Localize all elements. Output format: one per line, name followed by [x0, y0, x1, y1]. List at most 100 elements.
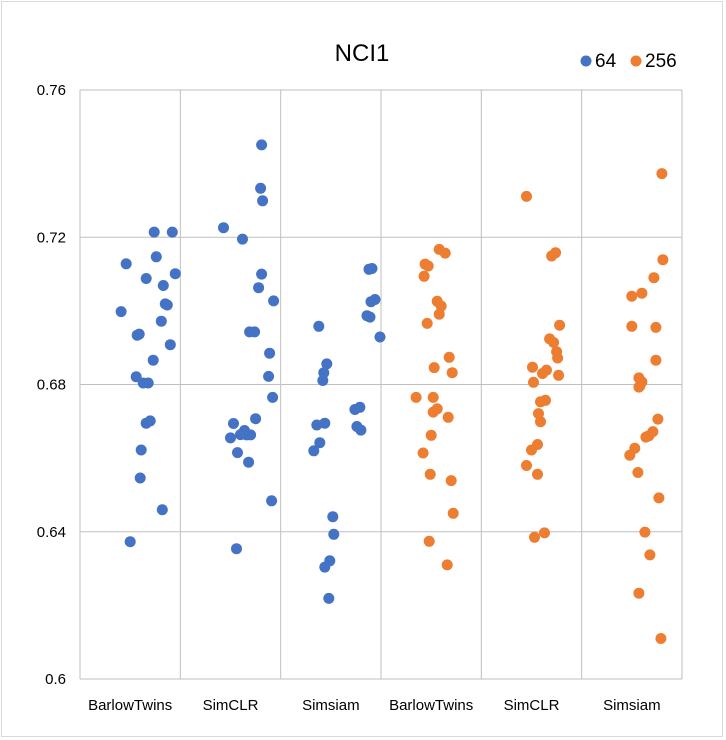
- data-point-series-64: [120, 258, 132, 270]
- data-point-series-256: [552, 352, 564, 364]
- data-point-series-256: [424, 468, 436, 480]
- data-point-series-256: [442, 411, 454, 423]
- data-point-series-256: [535, 416, 546, 428]
- data-point-series-64: [256, 139, 268, 151]
- data-point-series-64: [327, 511, 339, 523]
- data-point-series-64: [166, 226, 178, 238]
- data-point-series-256: [653, 492, 665, 504]
- data-point-series-256: [640, 431, 652, 443]
- data-point-series-64: [243, 456, 255, 468]
- data-point-series-64: [142, 377, 154, 389]
- data-point-series-256: [423, 535, 435, 547]
- data-point-series-256: [532, 468, 543, 480]
- data-point-series-64: [147, 354, 159, 366]
- data-point-series-64: [328, 528, 340, 540]
- data-point-series-64: [140, 417, 152, 429]
- category-label: Simsiam: [603, 697, 661, 714]
- data-point-series-256: [528, 376, 539, 388]
- data-point-series-64: [364, 311, 376, 323]
- data-point-series-256: [521, 460, 532, 471]
- category-label: SimCLR: [504, 697, 560, 714]
- data-point-series-64: [266, 495, 278, 507]
- data-point-series-64: [150, 251, 162, 263]
- data-point-series-256: [418, 270, 430, 282]
- data-point-series-256: [650, 321, 662, 333]
- data-point-series-256: [441, 559, 453, 571]
- data-point-series-64: [263, 370, 275, 382]
- data-point-series-64: [363, 263, 375, 275]
- data-point-series-256: [553, 369, 565, 381]
- data-point-series-256: [422, 260, 434, 272]
- data-point-series-256: [529, 531, 540, 543]
- data-point-series-256: [632, 467, 644, 478]
- data-point-series-64: [267, 391, 279, 403]
- category-label: Simsiam: [302, 697, 360, 714]
- data-point-series-64: [255, 182, 267, 194]
- data-point-series-256: [445, 475, 457, 487]
- data-point-series-256: [527, 361, 538, 373]
- data-point-series-64: [245, 429, 257, 441]
- data-point-series-256: [428, 362, 440, 374]
- data-point-series-64: [349, 404, 361, 415]
- data-point-series-64: [268, 295, 280, 307]
- data-point-series-256: [521, 190, 532, 202]
- y-tick-label: 0.72: [37, 229, 66, 246]
- data-point-series-64: [256, 268, 268, 280]
- data-point-series-256: [427, 406, 439, 418]
- data-point-series-256: [624, 449, 636, 461]
- data-point-series-256: [526, 444, 537, 456]
- data-point-series-256: [539, 527, 550, 539]
- data-point-series-64: [365, 296, 377, 308]
- data-point-series-256: [446, 367, 458, 379]
- legend-label-256: 256: [645, 51, 677, 72]
- data-point-series-256: [548, 337, 560, 348]
- data-point-series-64: [156, 504, 168, 516]
- data-point-series-256: [443, 351, 455, 363]
- data-point-series-64: [232, 447, 243, 459]
- data-point-series-64: [131, 329, 143, 341]
- data-point-series-256: [417, 447, 429, 459]
- data-point-series-256: [421, 317, 433, 329]
- legend-marker-64: [580, 55, 592, 67]
- data-point-series-256: [639, 526, 651, 538]
- data-point-series-64: [124, 536, 136, 548]
- legend-label-64: 64: [595, 51, 617, 72]
- data-point-series-64: [231, 543, 242, 555]
- data-point-series-256: [648, 272, 660, 284]
- data-point-series-256: [655, 633, 667, 644]
- data-point-series-256: [626, 320, 638, 332]
- data-point-series-64: [155, 315, 167, 327]
- data-point-series-256: [633, 381, 645, 393]
- data-point-series-64: [313, 320, 325, 332]
- data-point-series-256: [657, 254, 669, 266]
- data-point-series-256: [447, 507, 459, 519]
- x-axis-categories: BarlowTwins SimCLR Simsiam BarlowTwins SimCL…: [88, 697, 661, 714]
- data-point-series-256: [427, 391, 439, 403]
- data-point-series-64: [317, 375, 329, 386]
- data-point-series-64: [323, 592, 335, 604]
- data-point-series-64: [237, 233, 248, 245]
- data-point-series-256: [633, 587, 645, 599]
- data-point-series-256: [546, 250, 558, 262]
- data-point-series-64: [355, 424, 367, 436]
- data-point-series-64: [140, 273, 152, 284]
- data-point-series-64: [264, 347, 276, 359]
- data-point-series-256: [656, 168, 668, 180]
- data-point-series-64: [257, 195, 269, 207]
- y-tick-label: 0.64: [37, 524, 66, 541]
- data-point-series-256: [425, 429, 437, 441]
- data-point-series-256: [652, 413, 664, 425]
- category-label: BarlowTwins: [389, 697, 473, 714]
- y-tick-label: 0.6: [45, 671, 66, 688]
- data-point-series-64: [321, 358, 333, 370]
- legend: 64 256: [580, 51, 677, 72]
- data-point-series-256: [636, 287, 648, 299]
- data-point-series-64: [374, 331, 386, 343]
- gridlines: [79, 89, 683, 680]
- data-point-series-64: [157, 280, 169, 291]
- data-point-series-64: [225, 432, 236, 444]
- data-point-series-64: [115, 306, 127, 318]
- data-point-series-64: [253, 282, 265, 294]
